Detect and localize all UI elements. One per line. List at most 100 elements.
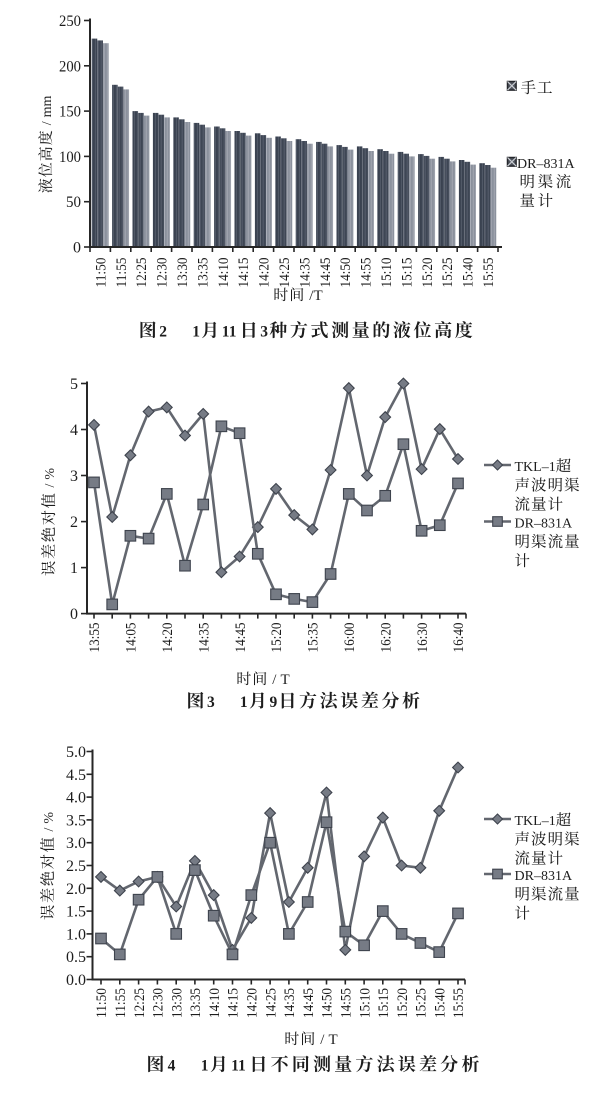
svg-text:11:50: 11:50 [94,988,110,1018]
svg-text:11: 11 [222,324,237,341]
svg-text:%: % [43,468,58,480]
svg-text:14:15: 14:15 [226,988,242,1018]
svg-text:2: 2 [70,514,78,531]
svg-text:16:30: 16:30 [415,623,431,653]
svg-text:%: % [42,812,57,824]
svg-text:14:10: 14:10 [207,988,223,1018]
svg-text:15:40: 15:40 [432,988,448,1018]
svg-text:13:55: 13:55 [87,623,103,653]
svg-text:4.5: 4.5 [66,767,86,784]
svg-text:14:45: 14:45 [233,623,249,653]
svg-text:14:10: 14:10 [216,258,232,288]
svg-text:5.0: 5.0 [66,744,86,761]
svg-text:TKL–1: TKL–1 [515,814,556,829]
svg-text:1: 1 [201,1058,209,1075]
svg-text:11:55: 11:55 [114,258,130,288]
svg-text:15:25: 15:25 [414,988,430,1018]
svg-text:4: 4 [168,1058,176,1075]
svg-text:13:35: 13:35 [195,258,211,288]
svg-text:/: / [40,121,55,125]
svg-text:150: 150 [59,104,81,121]
svg-text:11:55: 11:55 [113,988,129,1018]
svg-text:14:35: 14:35 [196,623,212,653]
svg-text:1: 1 [192,324,200,341]
svg-text:0.0: 0.0 [66,972,86,989]
svg-text:13:35: 13:35 [188,988,204,1018]
svg-text:12:25: 12:25 [134,258,150,288]
svg-text:1: 1 [70,560,78,577]
svg-text:12:30: 12:30 [151,988,167,1018]
svg-text:2.5: 2.5 [66,858,86,875]
svg-text:14:50: 14:50 [320,988,336,1018]
svg-text:15:15: 15:15 [376,988,392,1018]
svg-text:12:30: 12:30 [155,258,171,288]
svg-text:0.5: 0.5 [66,949,86,966]
svg-text:3: 3 [207,694,215,711]
svg-text:14:45: 14:45 [318,258,334,288]
svg-text:14:50: 14:50 [338,258,354,288]
svg-text:16:40: 16:40 [451,623,467,653]
svg-text:50: 50 [66,194,81,211]
svg-text:14:20: 14:20 [245,988,261,1018]
svg-text:/: / [320,1032,325,1048]
svg-text:T: T [281,672,290,688]
svg-text:250: 250 [59,13,81,30]
svg-text:4.0: 4.0 [66,790,86,807]
svg-text:12:25: 12:25 [132,988,148,1018]
svg-text:/: / [42,828,57,832]
svg-text:1.0: 1.0 [66,926,86,943]
svg-text:15:20: 15:20 [269,623,285,653]
svg-text:14:25: 14:25 [263,988,279,1018]
svg-text:14:35: 14:35 [282,988,298,1018]
svg-text:2: 2 [159,324,167,341]
svg-text:15:10: 15:10 [379,258,395,288]
svg-text:0: 0 [70,606,78,623]
svg-text:14:35: 14:35 [297,258,313,288]
svg-text:3.0: 3.0 [66,835,86,852]
svg-text:13:30: 13:30 [169,988,185,1018]
svg-text:15:10: 15:10 [357,988,373,1018]
svg-text:14:25: 14:25 [277,258,293,288]
svg-text:14:55: 14:55 [359,258,375,288]
svg-text:1: 1 [240,694,248,711]
svg-text:15:35: 15:35 [306,623,322,653]
svg-text:2.0: 2.0 [66,881,86,898]
svg-text:mm: mm [40,96,55,118]
svg-text:14:05: 14:05 [124,623,140,653]
svg-text:T: T [329,1032,338,1048]
svg-text:TKL–1: TKL–1 [515,460,556,475]
svg-text:14:20: 14:20 [257,258,273,288]
svg-text:15:20: 15:20 [420,258,436,288]
svg-text:16:00: 16:00 [342,623,358,653]
svg-text:13:30: 13:30 [175,258,191,288]
svg-text:DR–831A: DR–831A [515,517,573,532]
svg-text:11: 11 [231,1058,246,1075]
svg-text:3: 3 [70,468,78,485]
svg-text:14:45: 14:45 [301,988,317,1018]
svg-text:15:55: 15:55 [481,258,497,288]
svg-text:11:50: 11:50 [93,258,109,288]
svg-text:0: 0 [73,240,81,257]
svg-text:15:25: 15:25 [440,258,456,288]
svg-text:/: / [272,672,277,688]
svg-text:DR–831A: DR–831A [515,869,573,884]
svg-text:14:55: 14:55 [339,988,355,1018]
svg-text:15:40: 15:40 [461,258,477,288]
svg-text:14:20: 14:20 [160,623,176,653]
svg-text:200: 200 [59,58,81,75]
svg-text:/T: /T [309,288,322,304]
svg-text:14:15: 14:15 [236,258,252,288]
svg-text:1.5: 1.5 [66,904,86,921]
svg-text:/: / [43,484,58,488]
svg-text:15:15: 15:15 [399,258,415,288]
svg-text:3.5: 3.5 [66,812,86,829]
svg-text:3: 3 [260,324,268,341]
svg-text:4: 4 [70,422,78,439]
svg-text:100: 100 [59,149,81,166]
svg-text:DR–831A: DR–831A [517,157,575,172]
svg-text:15:20: 15:20 [395,988,411,1018]
svg-text:15:55: 15:55 [451,988,467,1018]
svg-text:16:20: 16:20 [378,623,394,653]
svg-text:5: 5 [70,376,78,393]
svg-text:9: 9 [270,694,278,711]
